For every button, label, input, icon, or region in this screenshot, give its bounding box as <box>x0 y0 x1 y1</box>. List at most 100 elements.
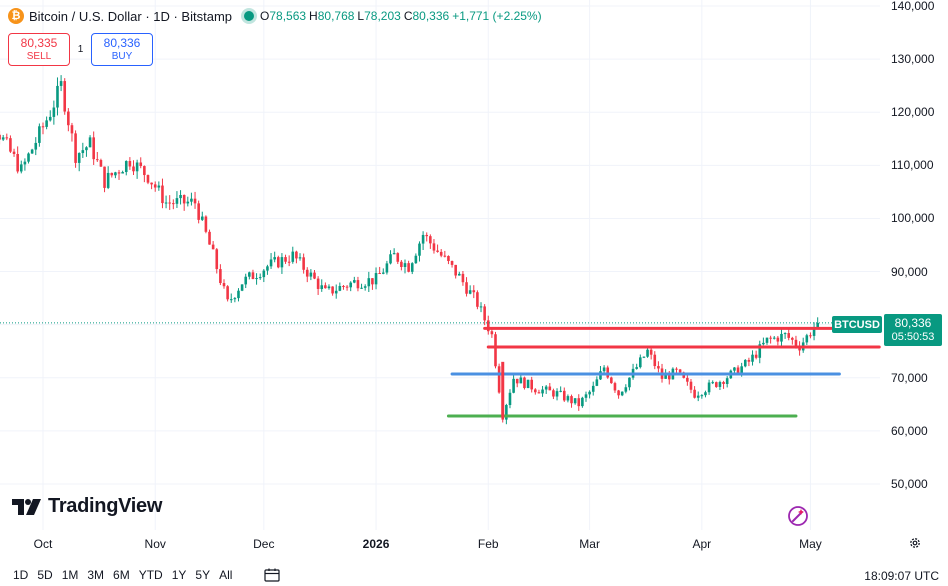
candle-body <box>392 253 396 255</box>
candle-body <box>472 290 476 293</box>
candle-body <box>816 322 819 328</box>
candle-body <box>298 257 302 259</box>
candle-body <box>309 272 313 277</box>
tradingview-logo-icon <box>12 498 41 515</box>
candle-body <box>342 286 345 288</box>
candle-body <box>468 290 472 294</box>
time-tick-label: Feb <box>477 537 499 551</box>
candle-body <box>465 282 468 294</box>
candle-body <box>63 81 67 112</box>
candle-body <box>99 160 103 167</box>
candle-body <box>77 153 81 163</box>
timeframe-bar: 1D 5D 1M 3M 6M YTD 1Y 5Y All <box>0 564 948 586</box>
timeframe-6m[interactable]: 6M <box>113 568 130 582</box>
candle-body <box>215 249 219 270</box>
spread-value: 1 <box>77 44 84 55</box>
candle-body <box>624 387 628 392</box>
timeframe-all[interactable]: All <box>219 568 233 582</box>
bitcoin-logo-icon: ₿ <box>8 8 24 24</box>
timeframe-1m[interactable]: 1M <box>61 568 79 582</box>
candle-body <box>664 374 667 379</box>
timeframe-1y[interactable]: 1Y <box>171 568 187 582</box>
candle-body <box>429 236 432 244</box>
candle-body <box>291 251 295 262</box>
candle-body <box>646 349 649 357</box>
candle-body <box>479 306 483 308</box>
candle-body <box>182 195 186 204</box>
candle-body <box>769 337 772 339</box>
candle-body <box>305 269 309 277</box>
candle-body <box>447 256 450 262</box>
candle-body <box>754 354 758 358</box>
candle-body <box>476 292 479 307</box>
candle-body <box>204 216 208 232</box>
candle-body <box>363 286 367 288</box>
candle-body <box>197 203 200 220</box>
candle-body <box>783 333 787 335</box>
timeframe-3m[interactable]: 3M <box>87 568 105 582</box>
candle-body <box>226 286 229 300</box>
candle-body <box>153 184 157 188</box>
buy-button[interactable]: 80,336 BUY <box>91 33 153 66</box>
candle-body <box>548 386 552 391</box>
settings-gear-icon[interactable] <box>908 536 922 550</box>
sell-button[interactable]: 80,335 SELL <box>8 33 70 66</box>
candle-body <box>396 253 400 262</box>
candle-body <box>747 359 751 362</box>
candle-body <box>389 254 392 264</box>
candle-body <box>740 366 743 375</box>
candle-body <box>707 382 711 393</box>
utc-clock[interactable]: 18:09:07 UTC <box>864 569 939 583</box>
candle-body <box>715 382 718 387</box>
time-tick-label: Dec <box>253 537 275 551</box>
candle-body <box>639 357 642 368</box>
candle-body <box>678 369 682 373</box>
candle-body <box>667 374 671 380</box>
bar-countdown: 05:50:53 <box>891 331 935 343</box>
candle-body <box>414 255 418 264</box>
candle-body <box>762 342 765 345</box>
calendar-range-icon[interactable] <box>264 568 281 582</box>
candle-body <box>454 264 457 276</box>
candle-body <box>505 405 508 420</box>
candle-body <box>143 166 146 176</box>
candle-body <box>591 385 595 392</box>
price-tick-label: 50,000 <box>891 477 928 491</box>
timeframe-ytd[interactable]: YTD <box>138 568 163 582</box>
last-price: 80,336 <box>894 316 932 330</box>
candle-body <box>284 257 287 262</box>
candle-body <box>114 172 117 176</box>
candle-body <box>425 234 429 237</box>
candle-body <box>164 202 168 204</box>
timeframe-5y[interactable]: 5Y <box>195 568 211 582</box>
candle-body <box>765 337 769 343</box>
candle-body <box>385 263 389 273</box>
candle-body <box>515 378 519 384</box>
candle-body <box>132 166 135 172</box>
symbol-title[interactable]: Bitcoin / U.S. Dollar · 1D · Bitstamp <box>29 8 232 24</box>
candle-body <box>313 272 316 279</box>
candle-body <box>135 162 139 172</box>
candle-body <box>38 126 41 143</box>
candle-body <box>450 261 454 265</box>
candle-body <box>544 386 548 390</box>
candle-body <box>324 285 327 289</box>
candle-body <box>277 257 280 268</box>
candle-body <box>581 397 584 407</box>
tradingview-logo[interactable]: TradingView <box>12 495 162 518</box>
candle-body <box>559 390 562 392</box>
candle-body <box>780 333 783 342</box>
timeframe-5d[interactable]: 5D <box>37 568 53 582</box>
candle-body <box>280 257 284 268</box>
timeframe-1d[interactable]: 1D <box>13 568 29 582</box>
candle-body <box>812 327 816 336</box>
candle-body <box>606 367 610 378</box>
magic-wand-icon[interactable] <box>786 504 810 528</box>
candle-body <box>103 166 106 188</box>
candle-body <box>23 161 27 165</box>
market-status-icon[interactable] <box>244 11 254 21</box>
candle-body <box>693 389 696 398</box>
candle-body <box>552 390 555 397</box>
candle-body <box>407 263 410 272</box>
